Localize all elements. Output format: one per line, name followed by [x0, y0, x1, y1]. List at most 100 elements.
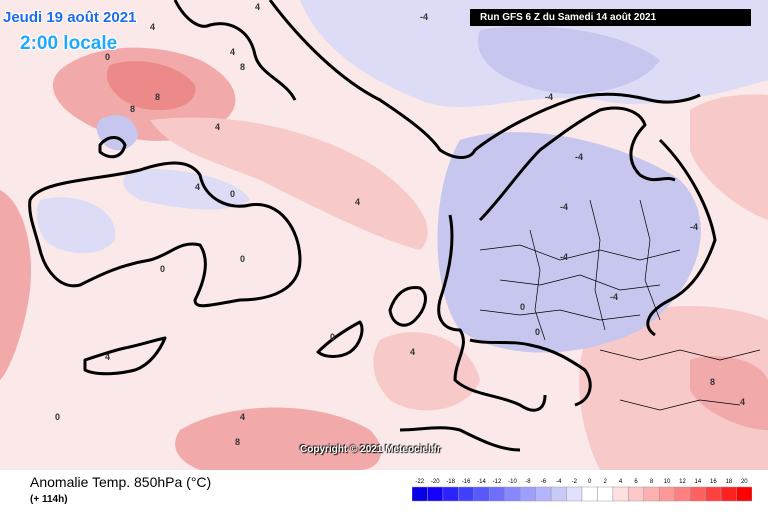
contour-label: 0	[240, 254, 245, 264]
scale-swatch	[720, 486, 737, 502]
contour-label: 4	[740, 397, 745, 407]
contour-label: 8	[155, 92, 160, 102]
forecast-hour: (+ 114h)	[30, 494, 68, 505]
scale-label: -6	[541, 479, 547, 485]
coast-island-south	[83, 336, 167, 376]
contour-label: 8	[240, 62, 245, 72]
scale-label: 2	[604, 479, 608, 485]
contour-label: -4	[690, 222, 698, 232]
footer: Anomalie Temp. 850hPa (°C) (+ 114h) -22 -…	[0, 470, 768, 512]
contour-label: -4	[420, 12, 428, 22]
scale-swatch	[659, 486, 676, 502]
warm-anomaly-areas	[0, 47, 768, 470]
contour-label: 4	[355, 197, 360, 207]
scale-label: -18	[446, 479, 455, 485]
scale-label: -8	[525, 479, 531, 485]
contour-label: 8	[235, 437, 240, 447]
scale-label: -14	[477, 479, 486, 485]
scale-swatch	[427, 486, 444, 502]
scale-label: -10	[508, 479, 517, 485]
warm-area-east	[579, 306, 768, 470]
scale-label: 14	[695, 479, 702, 485]
contour-label: 4	[195, 182, 200, 192]
cool-anomaly-areas	[36, 0, 768, 353]
border-c	[529, 229, 546, 341]
contour-label: -4	[610, 292, 618, 302]
contour-label: 0	[520, 302, 525, 312]
contour-label: 8	[710, 377, 715, 387]
contour-label: 4	[215, 122, 220, 132]
contour-label: 4	[230, 47, 235, 57]
scale-swatch	[504, 486, 521, 502]
contour-label: 0	[105, 52, 110, 62]
scale-swatch	[643, 486, 660, 502]
warm-area-east-core	[690, 356, 768, 430]
contour-label: 0	[55, 412, 60, 422]
border-d	[589, 199, 606, 331]
contour-label: 0	[330, 332, 335, 342]
coast-iberia	[388, 285, 427, 327]
scale-label: 12	[679, 479, 686, 485]
scale-swatch	[442, 486, 459, 502]
scale-swatch	[550, 486, 567, 502]
cool-area-arctic	[478, 26, 660, 94]
contour-label: 0	[160, 264, 165, 274]
coast-island-small	[98, 136, 127, 159]
scale-label: 18	[725, 479, 732, 485]
map-title: Anomalie Temp. 850hPa (°C)	[30, 474, 212, 490]
scale-label: 4	[619, 479, 623, 485]
scale-label: 10	[664, 479, 671, 485]
scale-label: 20	[741, 479, 748, 485]
scale-label: -12	[493, 479, 502, 485]
warm-area-iberia	[373, 332, 480, 411]
scale-label: -22	[415, 479, 424, 485]
warm-area-greenland-core	[106, 61, 196, 111]
contour-label: 4	[150, 22, 155, 32]
scale-swatch	[412, 486, 428, 502]
coast-arctic	[268, 0, 701, 159]
scale-swatch	[689, 486, 706, 502]
contour-label: 4	[240, 412, 245, 422]
coastlines	[28, 0, 717, 452]
cool-area-europe	[437, 132, 701, 353]
scale-swatch	[736, 486, 752, 502]
scale-label: -4	[556, 479, 562, 485]
contour-label: 0	[25, 34, 30, 44]
scale-swatch	[535, 486, 552, 502]
border-a	[479, 244, 681, 261]
scale-swatch	[489, 486, 506, 502]
contour-label: 0	[230, 189, 235, 199]
scale-swatch	[628, 486, 645, 502]
scale-swatch	[674, 486, 691, 502]
border-g	[599, 349, 761, 361]
contour-label: 4	[410, 347, 415, 357]
contour-label: -4	[560, 252, 568, 262]
warm-area-west	[0, 190, 31, 380]
contour-label: -4	[575, 152, 583, 162]
contour-label: 0	[535, 327, 540, 337]
contour-label: -4	[545, 92, 553, 102]
contour-label: -4	[560, 202, 568, 212]
scale-swatch	[458, 486, 475, 502]
scale-label: 6	[634, 479, 638, 485]
border-e	[639, 199, 661, 321]
cool-area-atlantic	[36, 197, 116, 254]
border-b	[499, 274, 661, 291]
border-h	[619, 399, 741, 411]
scale-swatch	[597, 486, 614, 502]
coast-europe	[437, 214, 547, 412]
scale-label: -20	[431, 479, 440, 485]
coast-scandinavia	[478, 106, 676, 222]
coast-island-mid	[316, 320, 364, 358]
contour-label: 8	[130, 104, 135, 114]
scale-swatch	[566, 486, 583, 502]
scale-swatch	[705, 486, 722, 502]
scale-label: 8	[650, 479, 654, 485]
coast-east	[646, 138, 717, 337]
copyright-label: Copyright © 2021 Meteociel.fr	[300, 444, 441, 455]
coast-med	[469, 338, 592, 407]
borders	[479, 199, 761, 411]
scale-label: -16	[462, 479, 471, 485]
